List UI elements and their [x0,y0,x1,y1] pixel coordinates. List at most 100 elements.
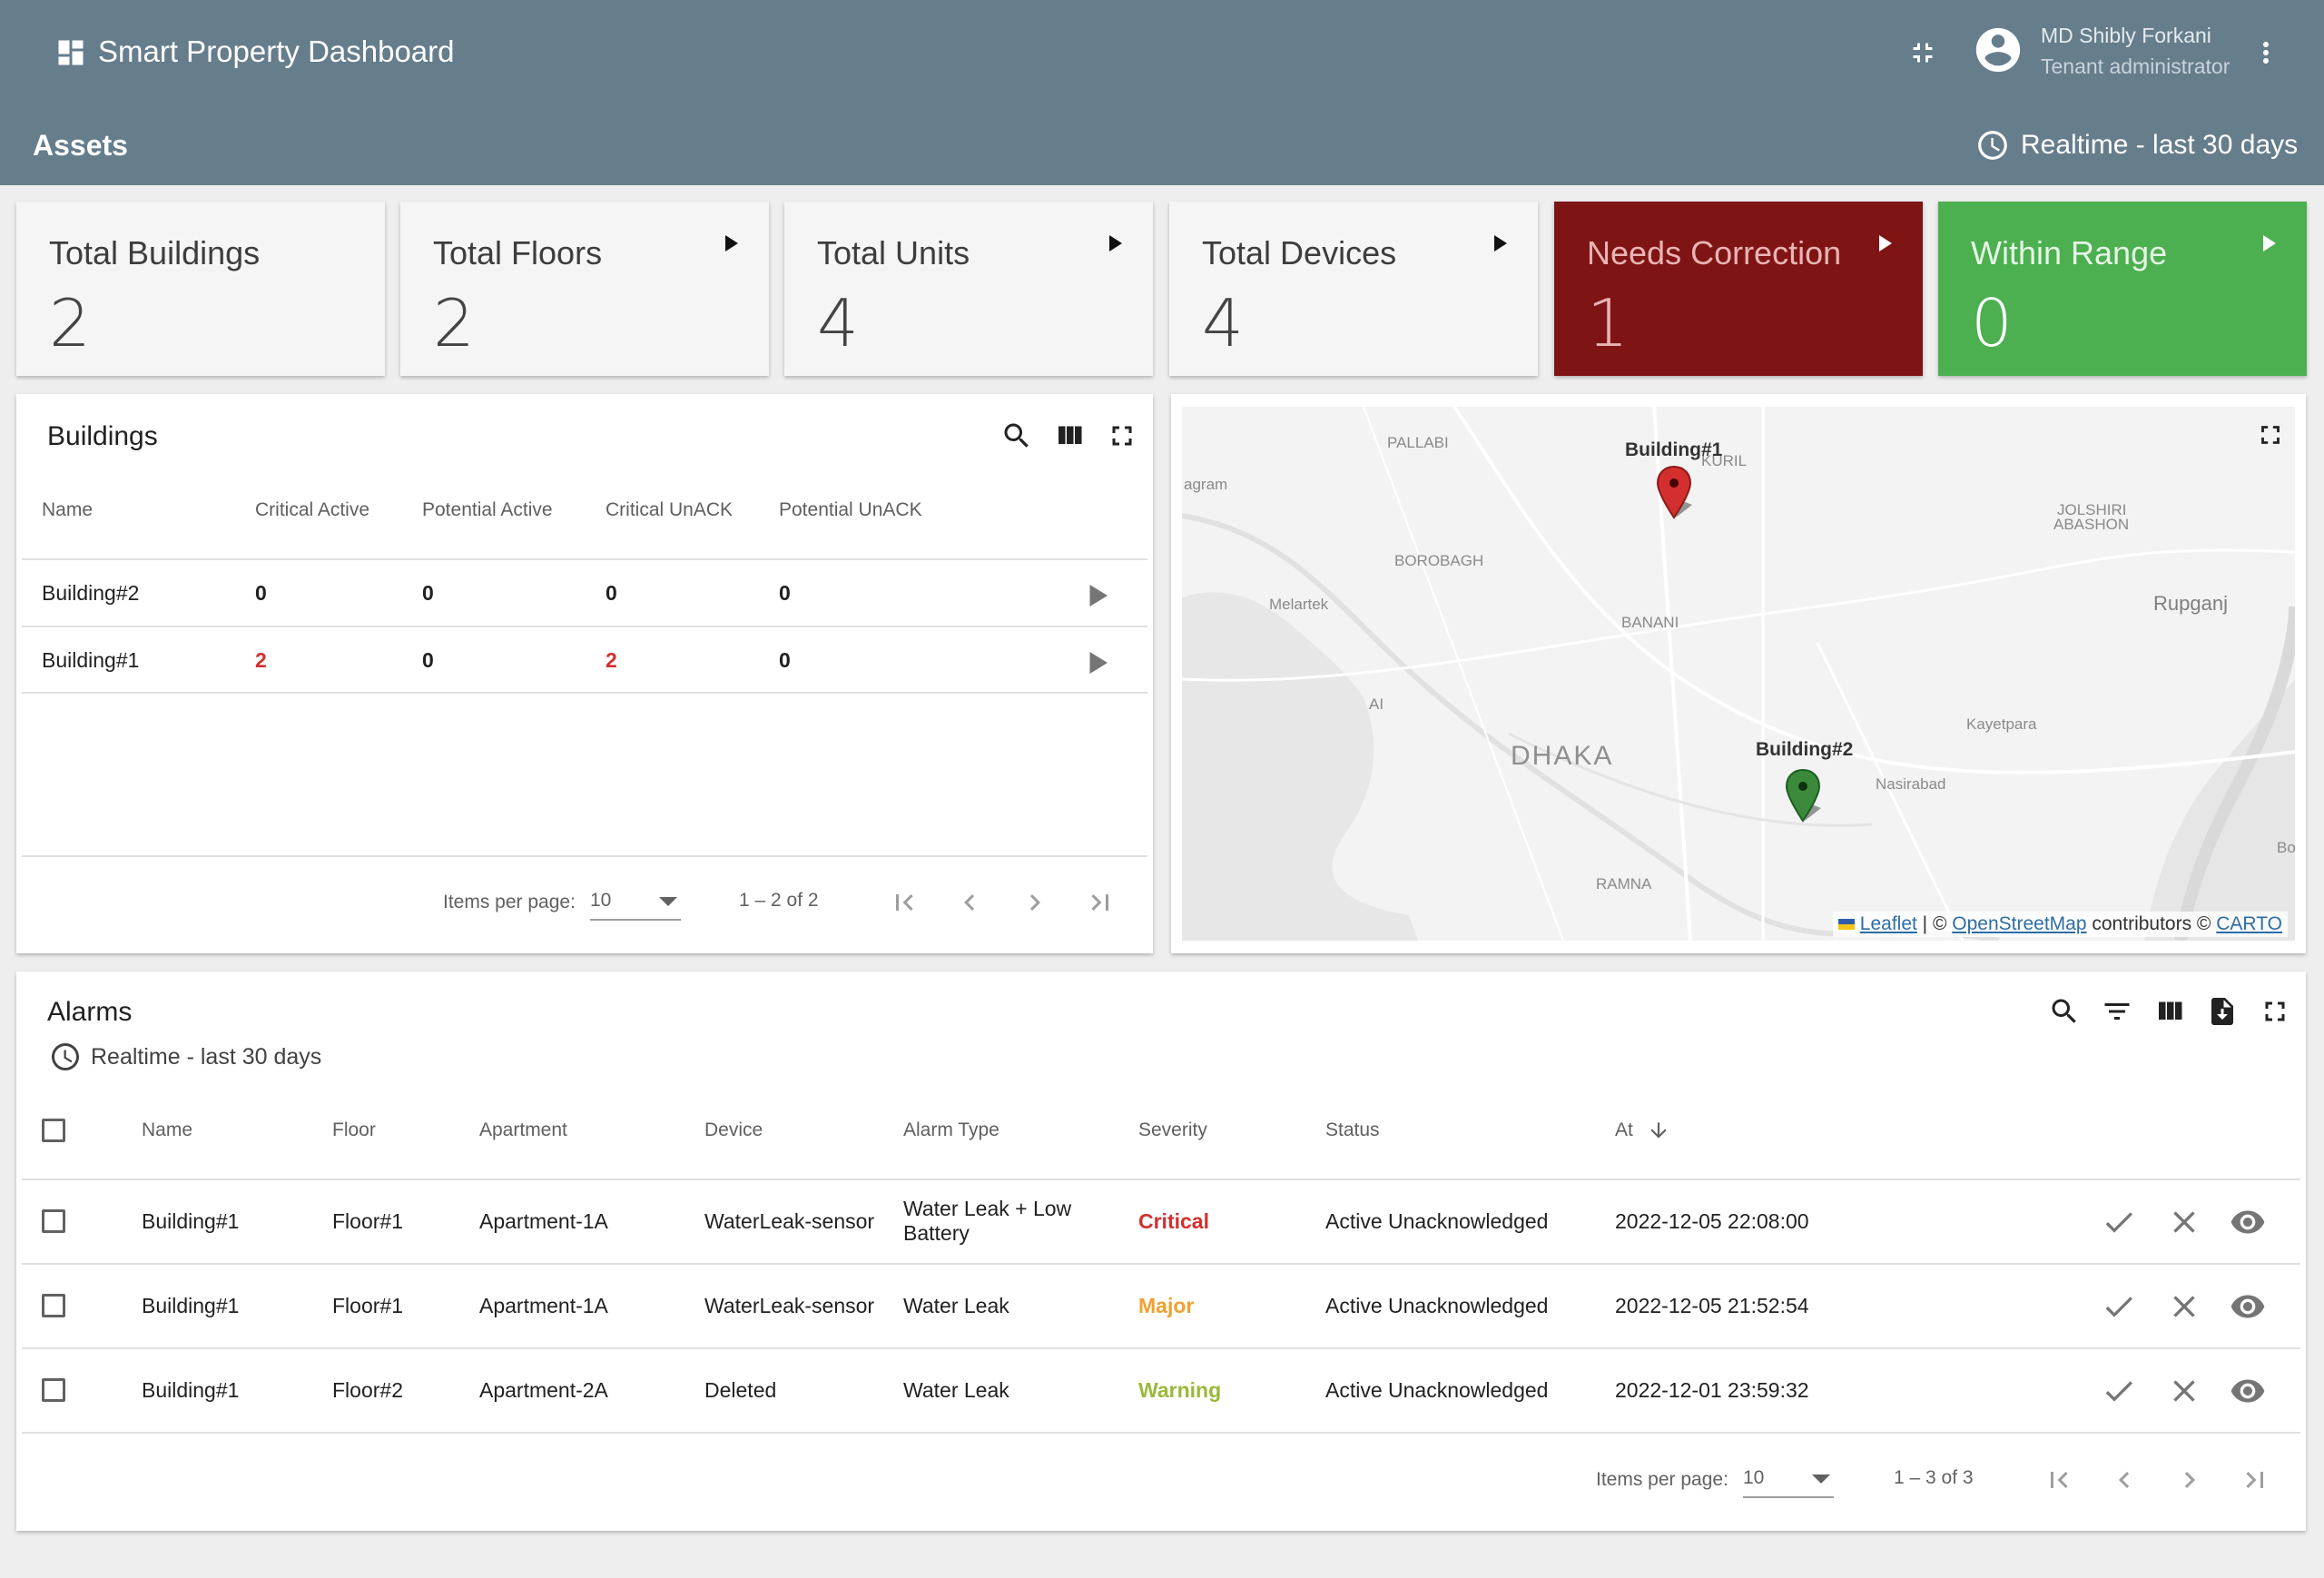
view-column-icon[interactable] [2153,995,2186,1028]
chevron-left-icon[interactable] [953,886,986,919]
map-tiles [1182,407,2295,941]
stat-card-total-units[interactable]: Total Units 4 [784,202,1153,376]
user-name[interactable]: MD Shibly Forkani [2041,24,2211,47]
more-vert-icon[interactable] [2250,36,2282,69]
column-header-apartment[interactable]: Apartment [479,1119,567,1140]
check-icon[interactable] [2101,1373,2137,1409]
cell-status: Active Unacknowledged [1325,1209,1549,1233]
row-checkbox[interactable] [42,1209,65,1233]
cell-at: 2022-12-05 22:08:00 [1615,1209,1809,1233]
items-per-page-label: Items per page: [443,892,576,912]
column-header-floor[interactable]: Floor [332,1119,376,1140]
play-arrow-icon[interactable] [2258,232,2280,254]
alarms-title: Alarms [47,997,133,1027]
buildings-widget: Buildings Name Critical Active Potential… [16,394,1153,953]
column-header-name[interactable]: Name [142,1119,193,1140]
map-marker-red-icon[interactable] [1656,465,1692,523]
cell-potential-unack: 0 [779,581,791,605]
map-marker-green-icon[interactable] [1785,768,1821,826]
cell-severity: Major [1138,1294,1195,1317]
check-icon[interactable] [2101,1204,2137,1240]
search-icon[interactable] [2048,995,2081,1028]
select-all-checkbox[interactable] [42,1119,65,1142]
play-arrow-icon[interactable] [1874,232,1896,254]
column-header-name[interactable]: Name [42,499,94,520]
page-size-select[interactable]: 10 [1743,1467,1834,1498]
divider [22,1432,2300,1434]
stat-label: Total Devices [1202,234,1397,271]
map-place-label: agram [1184,476,1228,493]
fullscreen-icon[interactable] [2255,419,2286,450]
stat-card-within-range[interactable]: Within Range 0 [1938,202,2307,376]
column-header-severity[interactable]: Severity [1138,1119,1207,1140]
close-icon[interactable] [2166,1288,2202,1325]
column-header-alarm-type[interactable]: Alarm Type [903,1119,1000,1140]
timewindow-label: Realtime - last 30 days [2021,130,2299,160]
cell-critical-unack: 2 [606,648,617,672]
map[interactable]: PALLABI KURIL agram BOROBAGH JOLSHIRI AB… [1182,407,2295,941]
chevron-left-icon[interactable] [2108,1464,2141,1496]
app-title[interactable]: Smart Property Dashboard [98,35,455,68]
filter-icon[interactable] [2101,995,2133,1028]
eye-icon[interactable] [2230,1288,2266,1325]
marker-label-building-2: Building#2 [1756,739,1854,760]
openstreetmap-link[interactable]: OpenStreetMap [1952,913,2087,934]
column-header-at[interactable]: At [1615,1119,1633,1140]
divider [22,692,1147,694]
cell-apartment: Apartment-2A [479,1378,608,1402]
dashboard-icon[interactable] [54,36,87,69]
eye-icon[interactable] [2230,1204,2266,1240]
last-page-icon[interactable] [2239,1464,2271,1496]
column-header-device[interactable]: Device [704,1119,763,1140]
divider [22,1347,2300,1349]
row-checkbox[interactable] [42,1378,65,1402]
timewindow-selector[interactable]: Realtime - last 30 days [1975,127,2298,163]
cell-alarm-type-line2: Battery [903,1221,970,1245]
flag-icon [1837,919,1855,931]
view-column-icon[interactable] [1053,419,1086,452]
search-icon[interactable] [1000,419,1033,452]
cell-potential-active: 0 [422,648,434,672]
stat-card-needs-correction[interactable]: Needs Correction 1 [1554,202,1923,376]
row-checkbox[interactable] [42,1294,65,1317]
column-header-potential-unack[interactable]: Potential UnACK [779,499,922,520]
stat-label: Within Range [1971,234,2168,271]
page-size-select[interactable]: 10 [590,890,681,921]
cell-at: 2022-12-05 21:52:54 [1615,1294,1809,1317]
fullscreen-icon[interactable] [1106,419,1138,452]
leaflet-link[interactable]: Leaflet [1859,913,1917,934]
timewindow-label: Realtime - last 30 days [91,1043,322,1070]
column-header-critical-active[interactable]: Critical Active [255,499,370,520]
user-role: Tenant administrator [2041,54,2230,78]
stat-card-total-floors[interactable]: Total Floors 2 [400,202,769,376]
carto-link[interactable]: CARTO [2216,913,2282,934]
first-page-icon[interactable] [888,886,921,919]
fullscreen-exit-icon[interactable] [1906,36,1939,69]
play-arrow-icon[interactable] [1080,646,1113,679]
play-arrow-icon[interactable] [1104,232,1126,254]
alarms-timewindow[interactable]: Realtime - last 30 days [49,1040,321,1073]
chevron-right-icon[interactable] [1019,886,1051,919]
column-header-potential-active[interactable]: Potential Active [422,499,553,520]
play-arrow-icon[interactable] [720,232,742,254]
arrow-down-icon[interactable] [1647,1119,1670,1142]
stat-card-total-devices[interactable]: Total Devices 4 [1169,202,1538,376]
eye-icon[interactable] [2230,1373,2266,1409]
cell-status: Active Unacknowledged [1325,1294,1549,1317]
chevron-right-icon[interactable] [2173,1464,2206,1496]
account-circle-icon[interactable] [1972,24,2024,76]
check-icon[interactable] [2101,1288,2137,1325]
items-per-page-label: Items per page: [1596,1469,1728,1490]
column-header-critical-unack[interactable]: Critical UnACK [606,499,734,520]
cell-severity: Warning [1138,1378,1222,1402]
first-page-icon[interactable] [2043,1464,2075,1496]
stat-value: 1 [1587,285,1629,361]
column-header-status[interactable]: Status [1325,1119,1380,1140]
play-arrow-icon[interactable] [1080,579,1113,612]
close-icon[interactable] [2166,1204,2202,1240]
close-icon[interactable] [2166,1373,2202,1409]
fullscreen-icon[interactable] [2259,995,2291,1028]
play-arrow-icon[interactable] [1489,232,1511,254]
export-file-icon[interactable] [2206,995,2239,1028]
last-page-icon[interactable] [1084,886,1117,919]
